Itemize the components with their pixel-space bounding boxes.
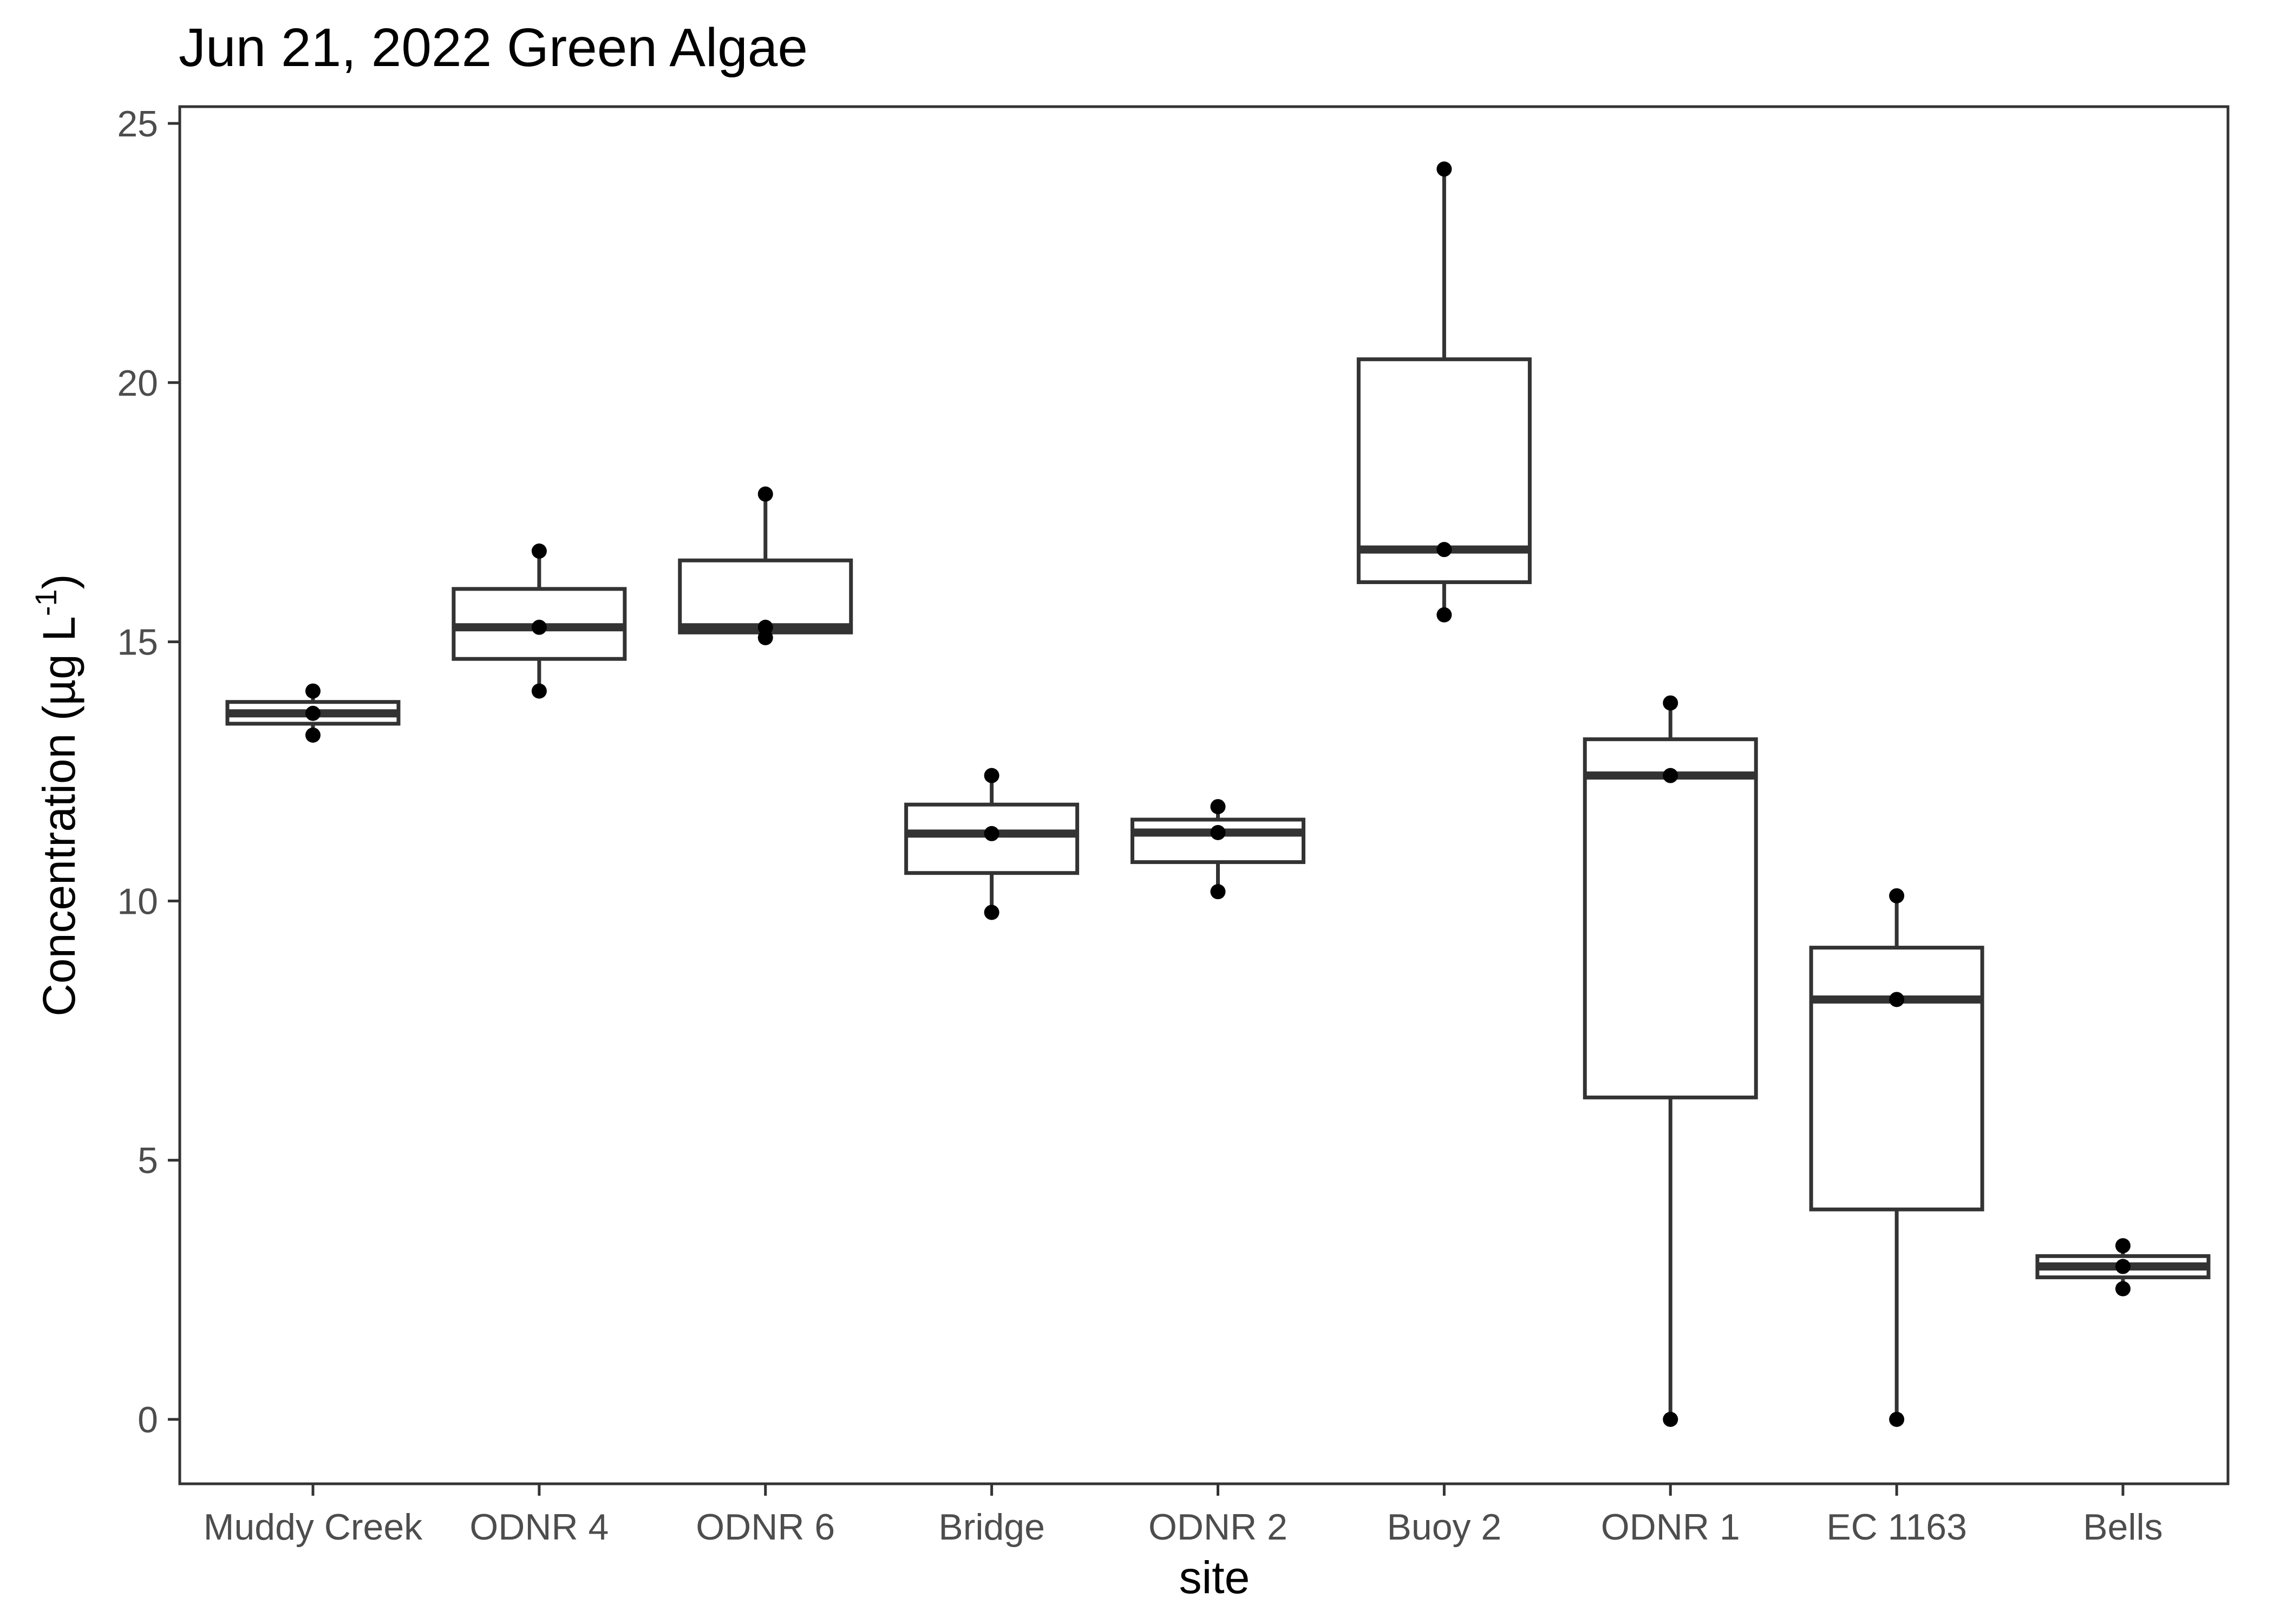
data-point	[1663, 1412, 1678, 1427]
data-point	[757, 486, 773, 502]
data-point	[305, 727, 321, 743]
y-axis: 0 5 10 15 20 25	[117, 103, 180, 1440]
data-point	[2115, 1281, 2131, 1296]
x-tick-label: ODNR 6	[696, 1507, 835, 1548]
data-point	[757, 630, 773, 645]
y-axis-title-main: Concentration (µg L	[34, 616, 84, 1016]
data-point	[984, 905, 999, 920]
x-tick-label: Buoy 2	[1387, 1507, 1502, 1548]
x-tick-label: ODNR 1	[1601, 1507, 1740, 1548]
box-group	[904, 768, 1080, 920]
x-axis: Muddy Creek ODNR 4 ODNR 6 Bridge ODNR 2 Buoy …	[204, 1484, 2163, 1548]
x-tick-label: Muddy Creek	[204, 1507, 423, 1548]
y-tick-label: 15	[117, 622, 158, 663]
data-point	[1889, 1412, 1905, 1427]
data-point	[1663, 768, 1678, 783]
y-tick-label: 10	[117, 881, 158, 922]
x-tick-label: Bells	[2083, 1507, 2162, 1548]
data-point	[984, 768, 999, 783]
data-point	[531, 683, 547, 699]
data-point	[305, 705, 321, 721]
box	[1809, 946, 1984, 1212]
data-point	[531, 619, 547, 635]
x-tick-label: ODNR 2	[1148, 1507, 1288, 1548]
data-point	[1663, 695, 1678, 711]
x-tick-label: EC 1163	[1826, 1507, 1967, 1548]
x-tick-label: ODNR 4	[469, 1507, 609, 1548]
data-point	[2115, 1238, 2131, 1254]
data-point	[757, 619, 773, 635]
chart-title: Jun 21, 2022 Green Algae	[179, 17, 808, 78]
plot-panel-border	[178, 105, 2230, 1485]
data-point	[984, 826, 999, 841]
y-axis-title: Concentration (µg L-1)	[29, 574, 84, 1016]
y-axis-title-end: )	[34, 574, 84, 589]
data-point	[1210, 799, 1226, 815]
data-point	[1436, 542, 1452, 558]
box-group	[1583, 695, 1758, 1427]
data-point	[1889, 888, 1905, 903]
box-group	[1131, 799, 1305, 900]
data-point	[1210, 884, 1226, 900]
box	[1583, 737, 1758, 1099]
data-point	[2115, 1259, 2131, 1274]
data-point	[305, 683, 321, 699]
x-tick-label: Bridge	[938, 1507, 1045, 1548]
box-group	[1356, 161, 1532, 623]
box-group	[452, 543, 627, 699]
box-group	[225, 683, 401, 743]
box-group	[1809, 888, 1984, 1427]
y-tick-label: 0	[138, 1399, 158, 1440]
box-group	[2035, 1238, 2211, 1296]
y-tick-label: 20	[117, 363, 158, 404]
y-tick-label: 25	[117, 103, 158, 145]
data-point	[1436, 607, 1452, 623]
plot-area	[225, 161, 2211, 1427]
y-axis-title-superscript: -1	[29, 589, 63, 616]
data-point	[1889, 992, 1905, 1007]
data-point	[1210, 824, 1226, 840]
data-point	[1436, 161, 1452, 177]
box-group	[678, 486, 853, 645]
y-tick-label: 5	[138, 1140, 158, 1181]
data-point	[531, 543, 547, 559]
x-axis-title: site	[1179, 1552, 1250, 1603]
